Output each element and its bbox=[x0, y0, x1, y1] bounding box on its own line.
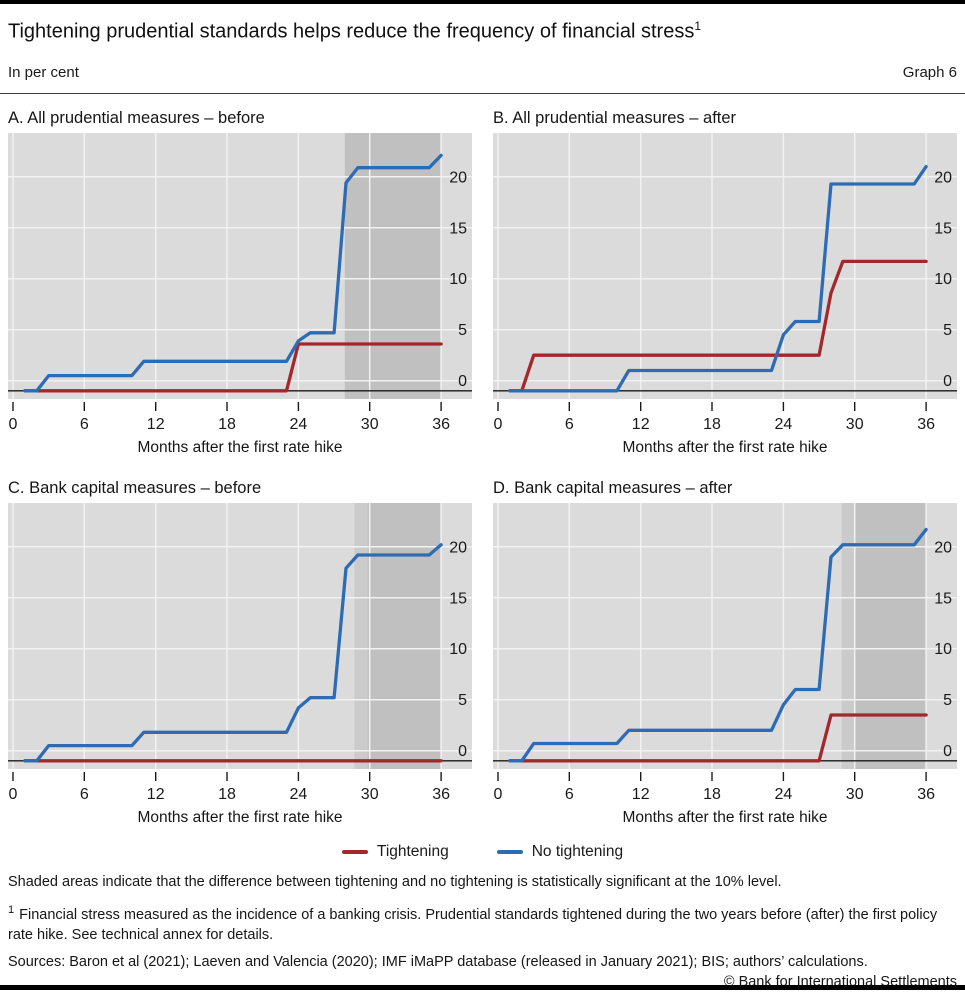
legend-label-no-tightening: No tightening bbox=[531, 842, 624, 860]
header: Tightening prudential standards helps re… bbox=[0, 0, 965, 94]
footnote: 1 Financial stress measured as the incide… bbox=[8, 900, 957, 947]
x-tick-label: 12 bbox=[147, 416, 165, 433]
x-tick-label: 6 bbox=[80, 786, 89, 803]
legend: Tightening No tightening bbox=[0, 842, 965, 862]
significance-band bbox=[841, 502, 855, 769]
x-tick-label: 24 bbox=[290, 786, 308, 803]
x-tick-label: 36 bbox=[917, 786, 935, 803]
series-line-tightening bbox=[23, 342, 443, 393]
tightening-line-swatch-icon bbox=[341, 849, 368, 854]
y-tick-label: 20 bbox=[449, 169, 467, 186]
panel-a: A. All prudential measures – before 0 6 12… bbox=[8, 106, 472, 458]
y-tick-label: 15 bbox=[934, 590, 952, 607]
x-tick-label: 30 bbox=[361, 786, 379, 803]
panel-d: D. Bank capital measures – after 0 6 12 18 2… bbox=[493, 476, 957, 828]
footnote-text: Financial stress measured as the inciden… bbox=[8, 906, 938, 944]
panel-b-title: B. All prudential measures – after bbox=[493, 108, 737, 127]
panel-c-title: C. Bank capital measures – before bbox=[8, 478, 262, 497]
x-tick-label: 36 bbox=[432, 786, 450, 803]
y-tick-label: 15 bbox=[449, 590, 467, 607]
x-tick-label: 24 bbox=[290, 416, 308, 433]
y-tick-label: 0 bbox=[943, 743, 952, 760]
panel-b: B. All prudential measures – after 0 6 12 1… bbox=[493, 106, 957, 458]
series-line-no-tightening bbox=[508, 164, 928, 393]
y-tick-label: 20 bbox=[449, 539, 467, 556]
panels-grid: A. All prudential measures – before 0 6 12… bbox=[0, 106, 965, 828]
panel-d-chart: 0 6 12 18 24 30 36 0 5 10 15 20 bbox=[493, 502, 957, 803]
x-tick-label: 12 bbox=[632, 786, 650, 803]
x-tick-label: 36 bbox=[917, 416, 935, 433]
x-tick-label: 12 bbox=[147, 786, 165, 803]
x-tick-label: 6 bbox=[565, 786, 574, 803]
legend-label-tightening: Tightening bbox=[376, 842, 449, 860]
x-tick-label: 12 bbox=[632, 416, 650, 433]
y-tick-label: 20 bbox=[934, 169, 952, 186]
plot-background bbox=[493, 132, 957, 399]
panel-a-title: A. All prudential measures – before bbox=[8, 108, 265, 127]
y-tick-label: 0 bbox=[943, 373, 952, 390]
panel-a-x-axis-title: Months after the first rate hike bbox=[137, 438, 343, 456]
x-tick-label: 30 bbox=[361, 416, 379, 433]
x-tick-label: 18 bbox=[218, 416, 236, 433]
y-tick-label: 15 bbox=[934, 220, 952, 237]
x-tick-label: 0 bbox=[9, 416, 18, 433]
page-title-text: Tightening prudential standards helps re… bbox=[8, 20, 695, 43]
bottom-rule-bar bbox=[0, 985, 965, 990]
y-tick-label: 0 bbox=[458, 743, 467, 760]
legend-item-no-tightening: No tightening bbox=[496, 842, 624, 862]
x-tick-label: 6 bbox=[80, 416, 89, 433]
no-tightening-line-swatch-icon bbox=[496, 849, 523, 854]
title-footnote-marker: 1 bbox=[694, 19, 702, 33]
series-line-no-tightening bbox=[508, 527, 928, 763]
panel-c-chart: 0 6 12 18 24 30 36 0 5 10 15 20 bbox=[8, 502, 472, 803]
shaded-areas-note: Shaded areas indicate that the differenc… bbox=[8, 873, 782, 890]
sources-line: Sources: Baron et al (2021); Laeven and … bbox=[8, 954, 868, 971]
series-line-no-tightening bbox=[23, 153, 443, 393]
panel-c: C. Bank capital measures – before 0 6 12 18… bbox=[8, 476, 472, 828]
y-tick-label: 5 bbox=[943, 692, 952, 709]
x-tick-label: 0 bbox=[9, 786, 18, 803]
graph-number-label: Graph 6 bbox=[902, 63, 957, 81]
x-tick-label: 18 bbox=[703, 786, 721, 803]
subheader-row: In per cent Graph 6 bbox=[8, 63, 957, 93]
panel-d-x-axis-title: Months after the first rate hike bbox=[622, 808, 828, 826]
y-tick-label: 10 bbox=[934, 641, 952, 658]
page-title: Tightening prudential standards helps re… bbox=[8, 13, 957, 46]
panel-d-title: D. Bank capital measures – after bbox=[493, 478, 733, 497]
x-tick-label: 24 bbox=[775, 416, 793, 433]
y-tick-label: 5 bbox=[458, 692, 467, 709]
panel-a-chart: 0 6 12 18 24 30 36 0 5 10 15 20 bbox=[8, 132, 472, 433]
panel-b-x-axis-title: Months after the first rate hike bbox=[622, 438, 828, 456]
y-tick-label: 10 bbox=[449, 271, 467, 288]
x-tick-label: 30 bbox=[846, 786, 864, 803]
y-tick-label: 5 bbox=[943, 322, 952, 339]
top-rule-bar bbox=[0, 0, 965, 4]
footnote-marker: 1 bbox=[8, 903, 15, 916]
y-tick-label: 10 bbox=[934, 271, 952, 288]
significance-band bbox=[367, 502, 442, 769]
x-tick-label: 0 bbox=[494, 786, 503, 803]
y-tick-label: 0 bbox=[458, 373, 467, 390]
series-line-no-tightening bbox=[23, 542, 443, 763]
notes-block: Shaded areas indicate that the differenc… bbox=[0, 872, 965, 993]
significance-band bbox=[354, 502, 368, 769]
x-tick-label: 24 bbox=[775, 786, 793, 803]
y-tick-label: 10 bbox=[449, 641, 467, 658]
x-tick-label: 6 bbox=[565, 416, 574, 433]
panel-b-chart: 0 6 12 18 24 30 36 0 5 10 15 20 bbox=[493, 132, 957, 433]
series-line-tightening bbox=[508, 713, 928, 763]
x-tick-label: 0 bbox=[494, 416, 503, 433]
x-tick-label: 18 bbox=[703, 416, 721, 433]
legend-item-tightening: Tightening bbox=[341, 842, 449, 862]
unit-label: In per cent bbox=[8, 63, 79, 81]
y-tick-label: 20 bbox=[934, 539, 952, 556]
y-tick-label: 5 bbox=[458, 322, 467, 339]
panel-c-x-axis-title: Months after the first rate hike bbox=[137, 808, 343, 826]
x-tick-label: 18 bbox=[218, 786, 236, 803]
y-tick-label: 15 bbox=[449, 220, 467, 237]
x-tick-label: 30 bbox=[846, 416, 864, 433]
significance-band bbox=[344, 132, 442, 399]
x-tick-label: 36 bbox=[432, 416, 450, 433]
